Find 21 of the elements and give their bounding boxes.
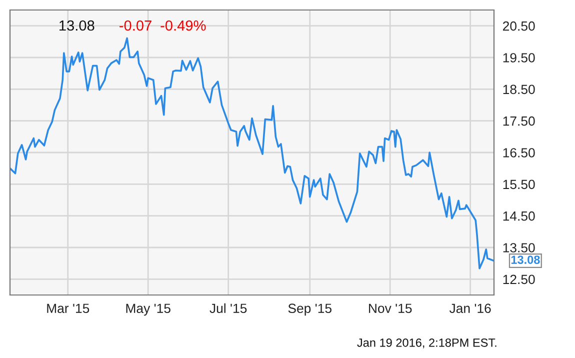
y-tick-label: 13.50	[503, 243, 535, 252]
x-tick-label: Jan '16	[449, 304, 491, 314]
x-tick-label: Nov '15	[369, 304, 412, 314]
y-tick-label: 20.50	[502, 21, 535, 31]
line-series	[10, 37, 494, 270]
x-tick-label: Jul '15	[210, 303, 247, 314]
text: Jan 19 2016, 2:18PM EST.	[357, 338, 496, 348]
annotation: 13.08	[511, 256, 540, 264]
annotation: 13.08	[60, 20, 94, 31]
annotation: -0.07	[120, 20, 152, 31]
x-tick-label: Mar '15	[47, 304, 90, 314]
x-tick-label: Sep '15	[288, 304, 332, 316]
y-tick-label: 12.50	[503, 274, 535, 284]
y-tick-label: 18.50	[503, 84, 535, 94]
x-tick-label: May '15	[126, 304, 170, 316]
annotation: -0.49%	[160, 20, 206, 31]
y-tick-label: 17.50	[503, 116, 535, 126]
y-tick-label: 15.50	[503, 180, 535, 190]
y-tick-label: 14.50	[503, 211, 535, 221]
y-tick-label: 16.50	[503, 148, 535, 158]
y-tick-label: 19.50	[503, 53, 535, 62]
